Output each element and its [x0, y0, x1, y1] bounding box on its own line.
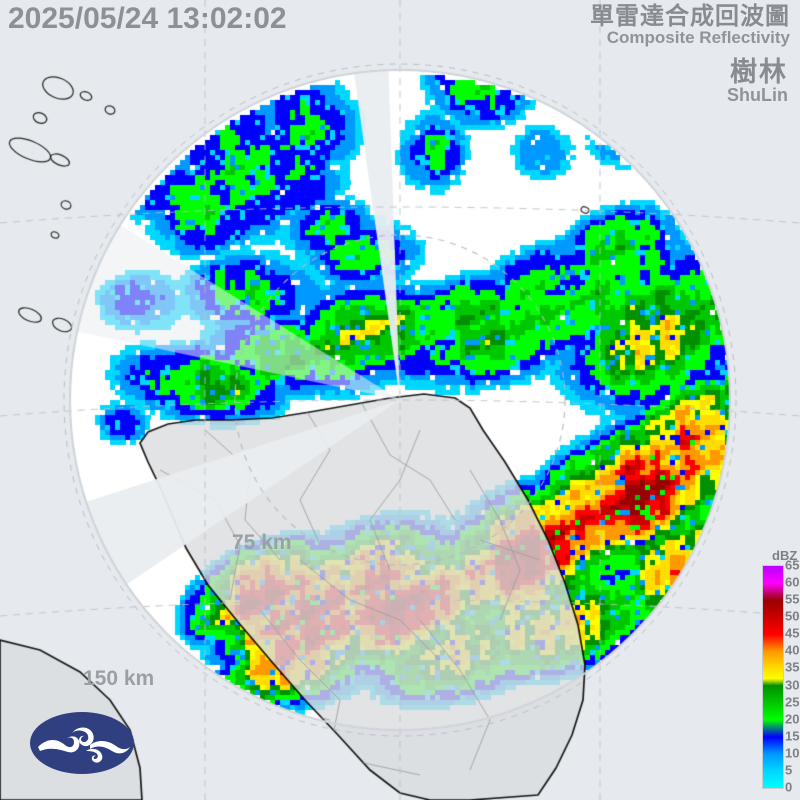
legend-tick-30: 30 — [785, 677, 799, 692]
legend-tick-65: 65 — [785, 558, 799, 573]
range-ring-label-75km: 75 km — [232, 531, 292, 555]
product-title-en: Composite Reflectivity — [590, 29, 790, 47]
range-ring-label-150km: 150 km — [83, 667, 154, 691]
legend-tick-0: 0 — [785, 780, 792, 795]
product-title-zh: 單雷達合成回波圖 — [590, 4, 790, 29]
cwa-logo — [28, 707, 136, 779]
legend-tick-10: 10 — [785, 745, 799, 760]
station-name-zh: 樹林 — [727, 58, 788, 86]
legend-color-ramp — [762, 565, 784, 789]
legend-tick-45: 45 — [785, 626, 799, 641]
station-name-en: ShuLin — [727, 86, 788, 105]
legend-tick-40: 40 — [785, 643, 799, 658]
legend-tick-55: 55 — [785, 592, 799, 607]
radar-screenshot: 2025/05/24 13:02:02 單雷達合成回波圖 Composite R… — [0, 0, 800, 800]
legend-tick-labels: 65 60 55 50 45 40 35 30 25 20 15 10 5 0 — [785, 565, 800, 787]
legend-tick-25: 25 — [785, 694, 799, 709]
product-title: 單雷達合成回波圖 Composite Reflectivity — [590, 4, 790, 47]
legend-tick-50: 50 — [785, 609, 799, 624]
dbz-colorbar-legend: dBZ 65 60 55 50 45 40 35 30 25 20 15 10 5 0 — [760, 548, 800, 793]
station-name: 樹林 ShuLin — [727, 58, 788, 105]
timestamp-label: 2025/05/24 13:02:02 — [8, 2, 287, 36]
legend-tick-60: 60 — [785, 575, 799, 590]
legend-tick-35: 35 — [785, 660, 799, 675]
legend-tick-5: 5 — [785, 762, 792, 777]
legend-tick-15: 15 — [785, 728, 799, 743]
legend-tick-20: 20 — [785, 711, 799, 726]
